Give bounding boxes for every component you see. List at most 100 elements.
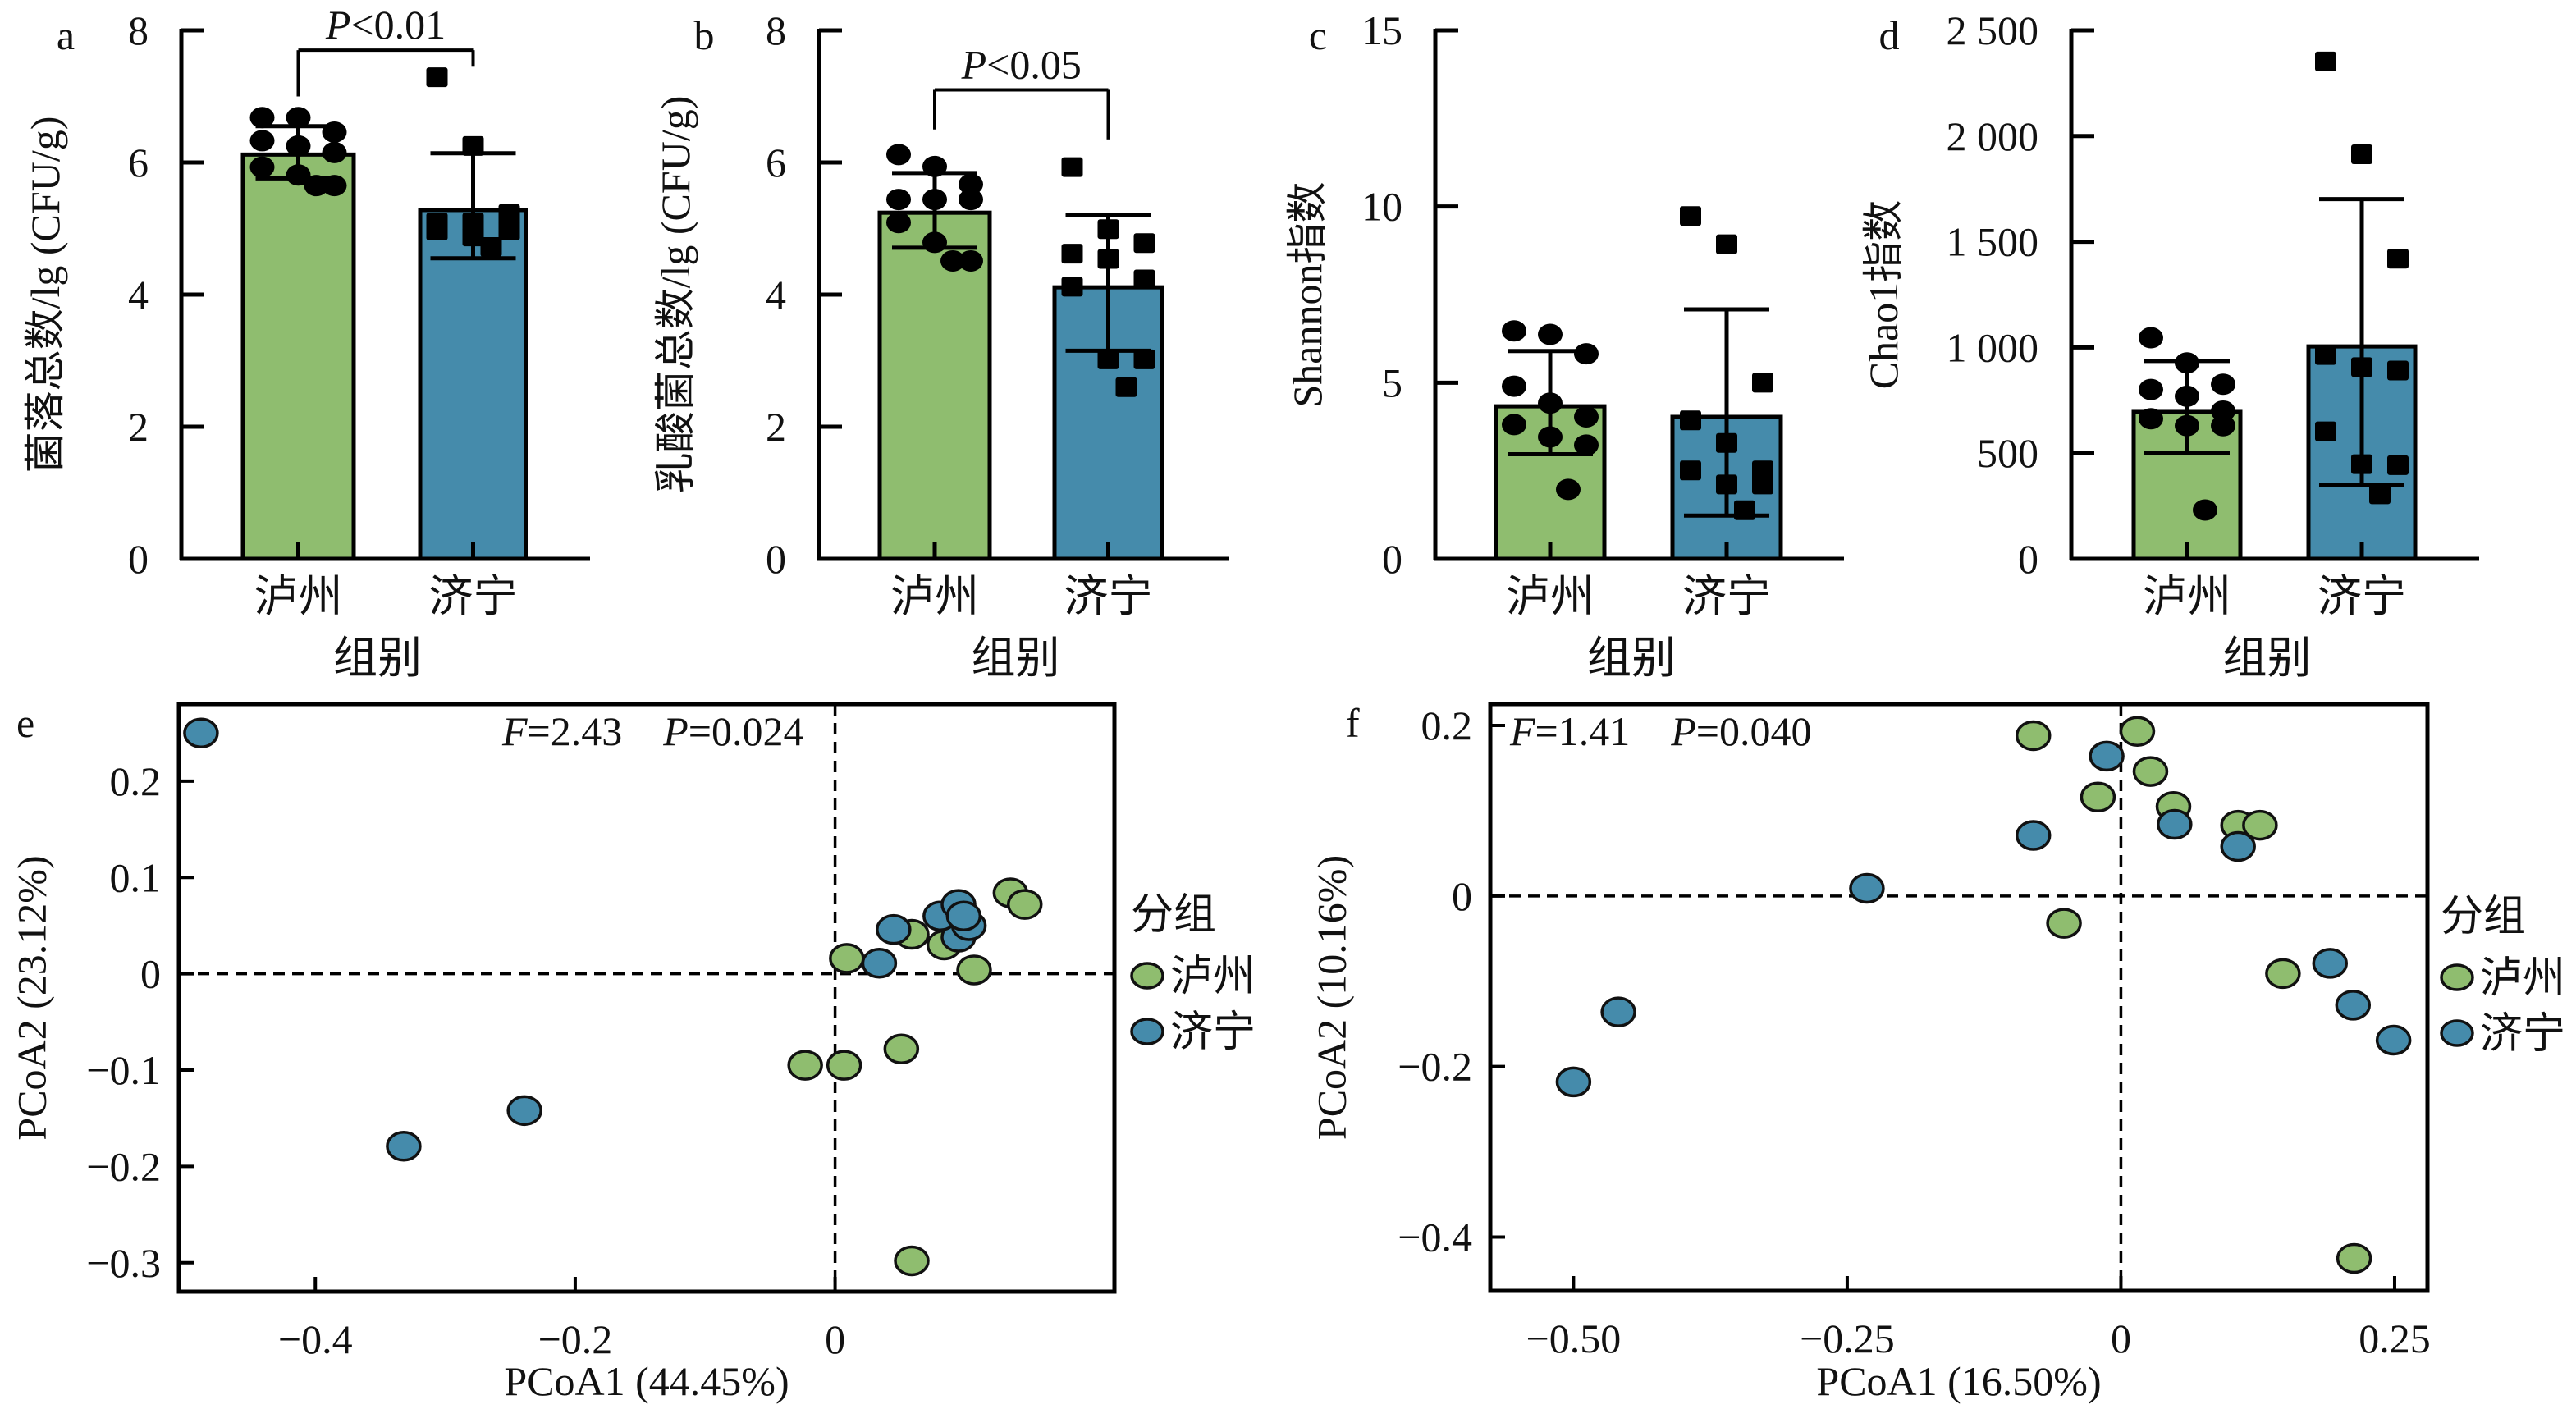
data-point (2315, 421, 2336, 441)
permanova-stat-part: =0.040 (1696, 708, 1812, 754)
data-point (2351, 357, 2372, 377)
x-axis-label: PCoA1 (44.45%) (504, 1358, 789, 1404)
y-axis-label: 乳酸菌总数/lg (CFU/g) (652, 96, 698, 494)
scatter-point-jining (2312, 948, 2349, 979)
permanova-stat: F=1.41 P=0.040 (1509, 708, 1812, 754)
y-tick-label: −0.3 (86, 1240, 161, 1286)
data-point (922, 189, 947, 211)
scatter-point-luzhou (2015, 720, 2052, 752)
y-tick-label: 1 500 (1947, 219, 2039, 265)
permanova-stat-part: =0.024 (689, 708, 804, 754)
y-tick-label: −0.2 (1398, 1044, 1472, 1090)
scatter-point-luzhou (894, 1245, 930, 1277)
data-point (1716, 474, 1737, 495)
y-tick-label: 0 (140, 951, 161, 997)
y-tick-label: 0 (2018, 536, 2038, 582)
data-point (426, 67, 448, 88)
scatter-point-luzhou (2080, 781, 2116, 813)
scatter-point-luzhou (2242, 809, 2278, 841)
data-point (1502, 414, 1526, 436)
y-tick-label: 8 (128, 7, 149, 53)
data-point (1061, 244, 1083, 264)
data-point (1115, 377, 1137, 397)
scatter-point-jining (2089, 740, 2125, 772)
panel-letter-c: c (1309, 12, 1327, 58)
y-tick-label: −0.1 (86, 1047, 161, 1093)
y-axis-label: Chao1指数 (1860, 200, 1906, 390)
x-tick-label: 泸州 (1506, 572, 1595, 621)
data-point (959, 189, 983, 211)
y-tick-label: 15 (1361, 7, 1402, 53)
data-point (886, 144, 911, 166)
y-tick-label: 0 (128, 536, 149, 582)
scatter-point-jining (2157, 808, 2193, 840)
legend-label: 济宁 (1170, 1009, 1256, 1056)
panel-letter-f: f (1346, 700, 1360, 746)
significance-label: P<0.01 (325, 2, 446, 48)
y-tick-label: −0.4 (1398, 1215, 1472, 1260)
scatter-point-luzhou (2132, 756, 2169, 787)
permanova-stat-part (1630, 708, 1671, 754)
x-tick-label: 济宁 (1064, 572, 1153, 621)
x-tick-label: 泸州 (2143, 572, 2231, 621)
panel-letter-a: a (57, 12, 75, 58)
x-axis-label: PCoA1 (16.50%) (1816, 1358, 2101, 1404)
panel-letter-b: b (694, 12, 715, 58)
y-tick-label: 6 (128, 140, 149, 185)
data-point (1716, 432, 1737, 453)
permanova-stat-part: =2.43 (528, 708, 623, 754)
x-tick-label: 济宁 (1682, 572, 1771, 621)
data-point (922, 231, 947, 254)
x-tick-label: −0.2 (538, 1316, 613, 1362)
scatter-point-luzhou (2265, 958, 2301, 990)
y-axis-label: PCoA2 (23.12%) (9, 855, 55, 1140)
significance-label-part: <0.05 (986, 41, 1082, 87)
legend-label: 济宁 (2480, 1011, 2565, 1058)
y-tick-label: 8 (766, 7, 786, 53)
data-point (1752, 373, 1773, 393)
data-point (2175, 414, 2199, 437)
data-point (462, 135, 484, 156)
bar-luzhou (240, 152, 356, 561)
plot-frame (1488, 702, 2430, 1293)
scatter-point-luzhou (2336, 1242, 2372, 1274)
scatter-point-jining (861, 947, 898, 979)
x-axis-label: 组别 (1587, 634, 1676, 683)
data-point (922, 155, 947, 177)
y-tick-label: 0 (766, 536, 786, 582)
data-point (886, 189, 911, 211)
permanova-stat-part: =1.41 (1535, 708, 1631, 754)
data-point (462, 226, 484, 247)
legend-label: 泸州 (1170, 954, 1256, 1000)
data-point (1752, 474, 1773, 495)
data-point (1538, 392, 1563, 414)
y-axis-label: Shannon指数 (1284, 182, 1330, 408)
data-point (1097, 249, 1119, 269)
scatter-point-luzhou (1007, 889, 1043, 920)
data-point (959, 249, 983, 272)
data-point (1680, 460, 1701, 481)
y-tick-label: 5 (1382, 359, 1402, 405)
data-point (1097, 349, 1119, 369)
x-tick-label: 0 (2111, 1315, 2131, 1361)
data-point (1502, 320, 1526, 342)
data-point (886, 212, 911, 234)
data-point (1538, 323, 1563, 345)
y-tick-label: 1 000 (1947, 324, 2039, 370)
x-axis-label: 组别 (972, 634, 1060, 683)
data-point (1502, 375, 1526, 397)
permanova-stat-part: P (662, 708, 689, 754)
scatter-point-luzhou (2046, 908, 2082, 939)
x-tick-label: 0.25 (2359, 1315, 2431, 1361)
data-point (2139, 327, 2163, 349)
data-point (286, 164, 311, 186)
data-point (322, 121, 347, 143)
data-point (2387, 249, 2409, 269)
permanova-stat: F=2.43 P=0.024 (501, 708, 804, 754)
data-point (2387, 360, 2409, 381)
